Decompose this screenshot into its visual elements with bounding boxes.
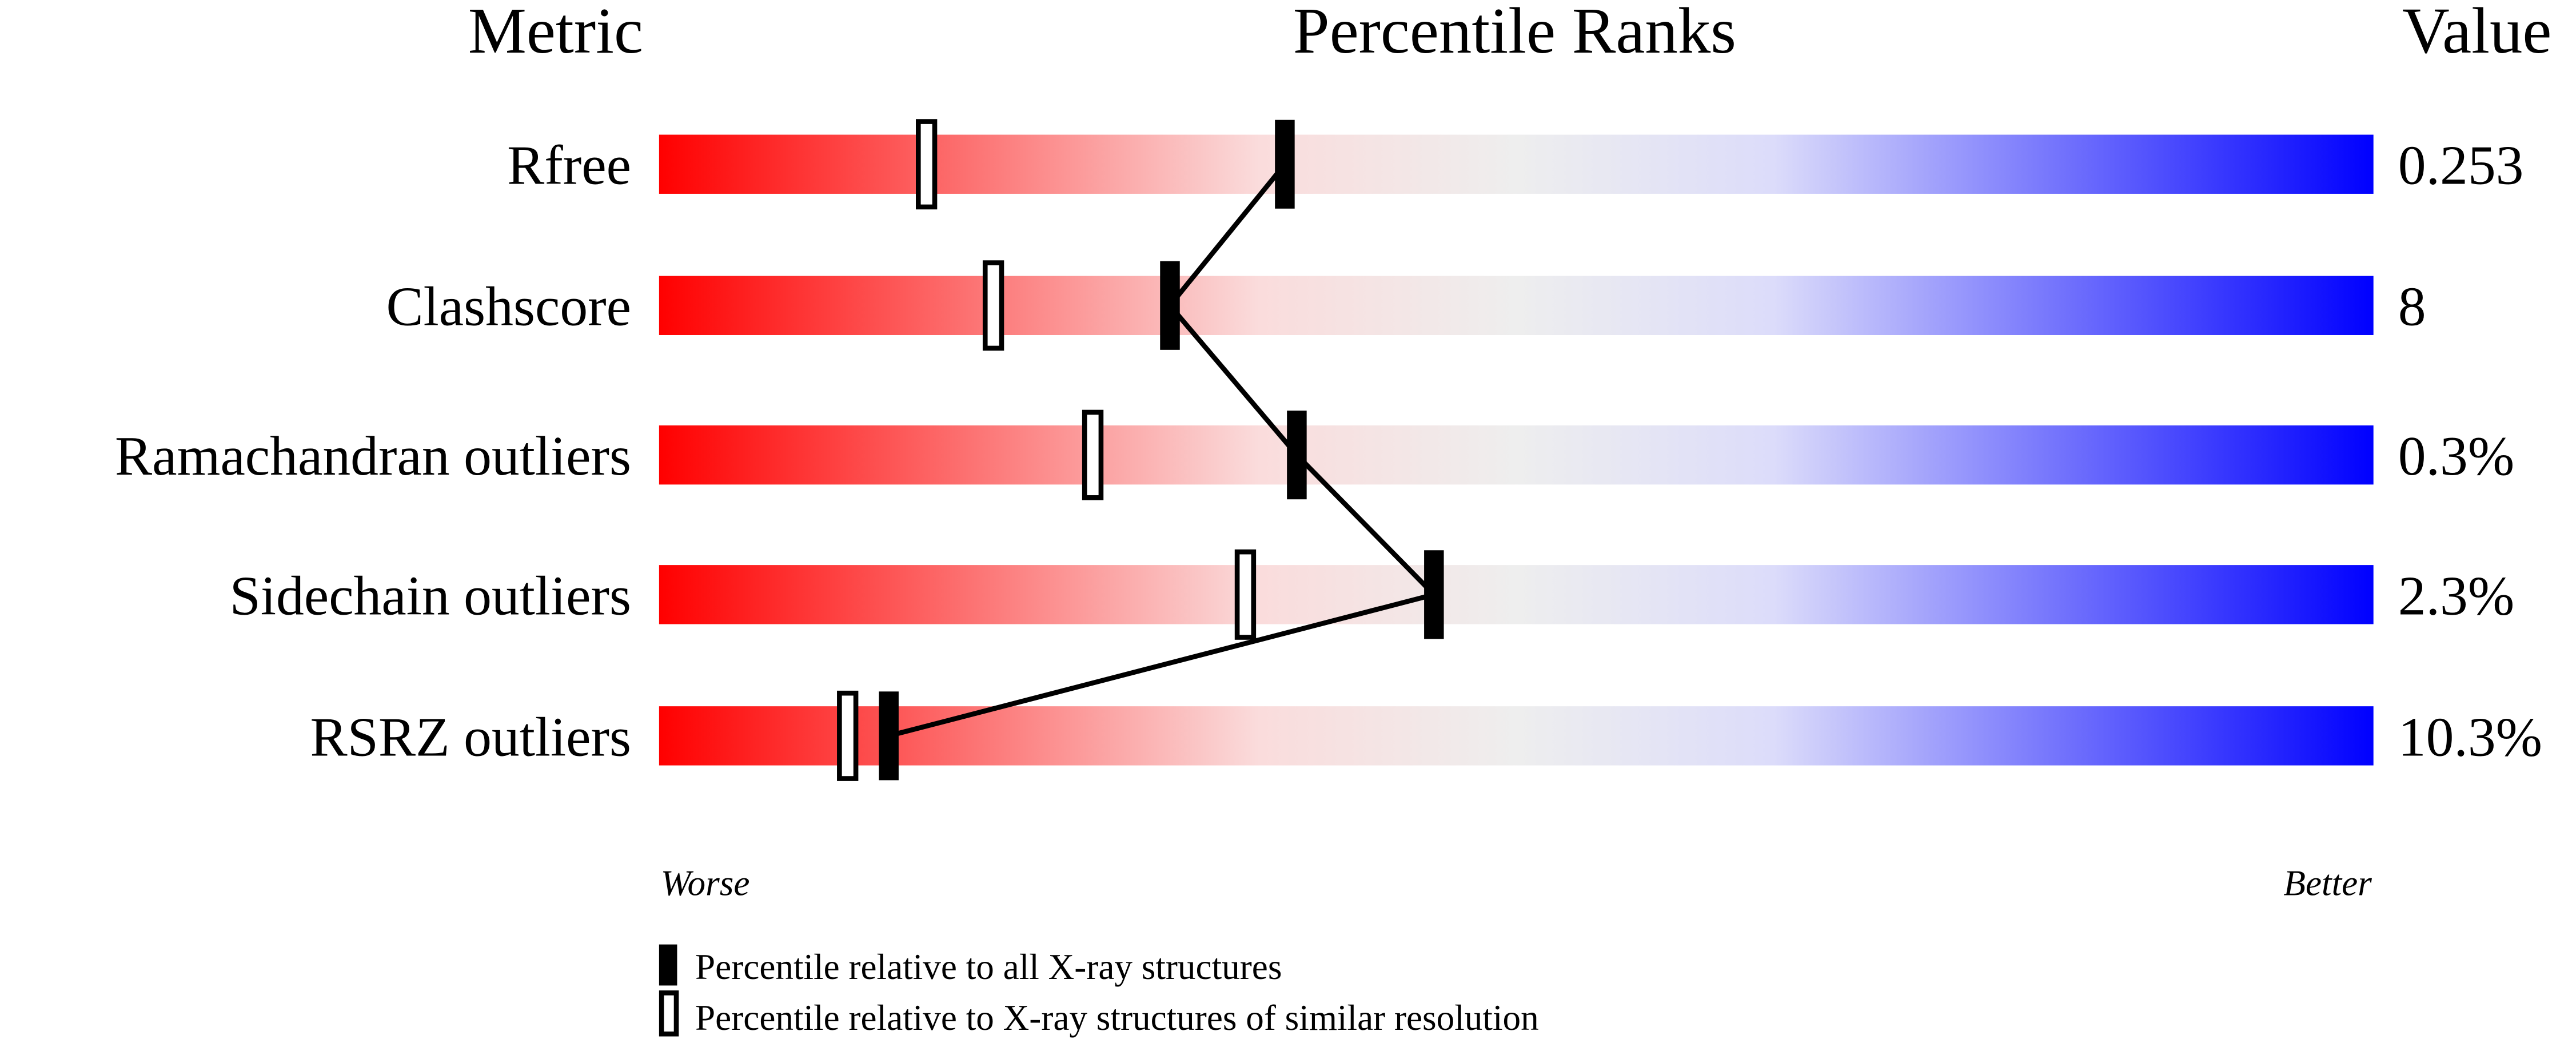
marker-similar-resolution bbox=[1082, 409, 1104, 500]
header-percentile-ranks: Percentile Ranks bbox=[1293, 0, 1736, 67]
marker-all-xray bbox=[1287, 411, 1307, 500]
metric-label: Rfree bbox=[507, 135, 631, 197]
metric-value: 10.3% bbox=[2398, 706, 2542, 768]
better-label: Better bbox=[2283, 863, 2372, 903]
metric-value: 0.253 bbox=[2398, 135, 2524, 197]
percentile-bar bbox=[659, 706, 2374, 766]
legend-label-similar: Percentile relative to X-ray structures … bbox=[695, 998, 1539, 1038]
marker-similar-resolution bbox=[916, 119, 938, 210]
metric-value: 0.3% bbox=[2398, 425, 2514, 487]
marker-similar-resolution bbox=[1234, 549, 1257, 640]
marker-similar-resolution bbox=[837, 690, 859, 781]
metric-value: 2.3% bbox=[2398, 565, 2514, 627]
marker-all-xray bbox=[879, 691, 899, 781]
marker-similar-resolution bbox=[982, 260, 1004, 351]
percentile-bar bbox=[659, 134, 2374, 194]
marker-all-xray bbox=[1424, 550, 1444, 639]
percentile-bar bbox=[659, 425, 2374, 485]
metric-label: Sidechain outliers bbox=[230, 565, 631, 627]
worse-label: Worse bbox=[661, 863, 750, 903]
metric-value: 8 bbox=[2398, 276, 2426, 338]
percentile-bar bbox=[659, 565, 2374, 624]
header-metric: Metric bbox=[468, 0, 643, 67]
legend-label-all: Percentile relative to all X-ray structu… bbox=[695, 947, 1282, 987]
marker-all-xray bbox=[1275, 120, 1295, 209]
legend-filled-marker-icon bbox=[659, 944, 677, 986]
metric-label: Ramachandran outliers bbox=[115, 425, 631, 487]
metric-label: RSRZ outliers bbox=[310, 706, 631, 768]
marker-all-xray bbox=[1160, 261, 1180, 350]
metric-label: Clashscore bbox=[386, 276, 632, 338]
legend-open-marker-icon bbox=[659, 990, 679, 1037]
percentile-bar bbox=[659, 276, 2374, 335]
header-value: Value bbox=[2402, 0, 2552, 67]
